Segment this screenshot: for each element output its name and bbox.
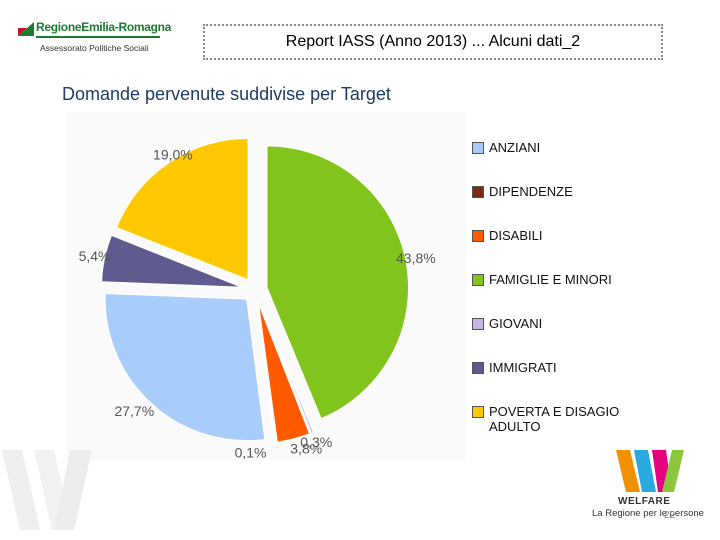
welfare-w-icon: [616, 450, 684, 492]
regione-logo: RegioneEmilia-Romagna Assessorato Politi…: [18, 20, 172, 60]
legend-swatch: [472, 362, 484, 374]
pie-value-label: 27,7%: [114, 403, 154, 419]
pie-slice-dipendenze: [255, 301, 277, 444]
pie-slice-famiglie-e-minori: [266, 144, 410, 420]
legend-label: DIPENDENZE: [489, 184, 573, 199]
legend-item: FAMIGLIE E MINORI: [472, 272, 642, 287]
legend-label: ANZIANI: [489, 140, 541, 155]
legend-item: ANZIANI: [472, 140, 642, 155]
chart-title: Domande pervenute suddivise per Target: [62, 84, 391, 104]
pie-value-label: 5,4%: [79, 248, 111, 264]
legend-swatch: [472, 406, 484, 418]
welfare-word: WELFARE: [618, 496, 671, 507]
pie-value-label: 0,1%: [235, 445, 267, 461]
pie-value-label: 0,3%: [300, 434, 332, 450]
legend-item: DIPENDENZE: [472, 184, 642, 199]
pie-value-label: 3,8%: [290, 441, 322, 457]
pie-slice-anziani: [104, 292, 266, 442]
watermark-w-icon: [2, 450, 92, 530]
pie-value-label: 19,0%: [153, 146, 193, 162]
legend-label: DISABILI: [489, 228, 543, 243]
welfare-tagline: La Regione per le persone: [592, 508, 704, 519]
pie-slice-giovani: [258, 300, 315, 435]
legend-swatch: [472, 230, 484, 242]
legend-item: GIOVANI: [472, 316, 642, 331]
pie-slice-poverta-e-disagio-adulto: [115, 137, 250, 282]
legend-item: IMMIGRATI: [472, 360, 642, 375]
legend-swatch: [472, 274, 484, 286]
legend-label: POVERTA E DISAGIO ADULTO: [489, 404, 620, 434]
logo-name: RegioneEmilia-Romagna: [36, 20, 172, 34]
pie-slice-immigrati: [100, 234, 244, 289]
welfare-logo: WELFARE La Regione per le persone: [592, 446, 704, 526]
logo-subtitle: Assessorato Politiche Sociali: [40, 43, 149, 53]
legend-label: GIOVANI: [489, 316, 543, 331]
legend-item: DISABILI: [472, 228, 642, 243]
pie-slice-disabili: [257, 301, 311, 444]
regione-flag-icon: [18, 22, 34, 36]
legend-label: IMMIGRATI: [489, 360, 557, 375]
legend-swatch: [472, 318, 484, 330]
legend-swatch: [472, 186, 484, 198]
page-number: 22: [664, 510, 676, 521]
pie-value-label: 43,8%: [396, 250, 436, 266]
legend-label: FAMIGLIE E MINORI: [489, 272, 612, 287]
slide-title: Report IASS (Anno 2013) ... Alcuni dati_…: [203, 24, 663, 60]
legend-swatch: [472, 142, 484, 154]
logo-underline: [36, 36, 160, 38]
legend-item: POVERTA E DISAGIO ADULTO: [472, 404, 642, 434]
